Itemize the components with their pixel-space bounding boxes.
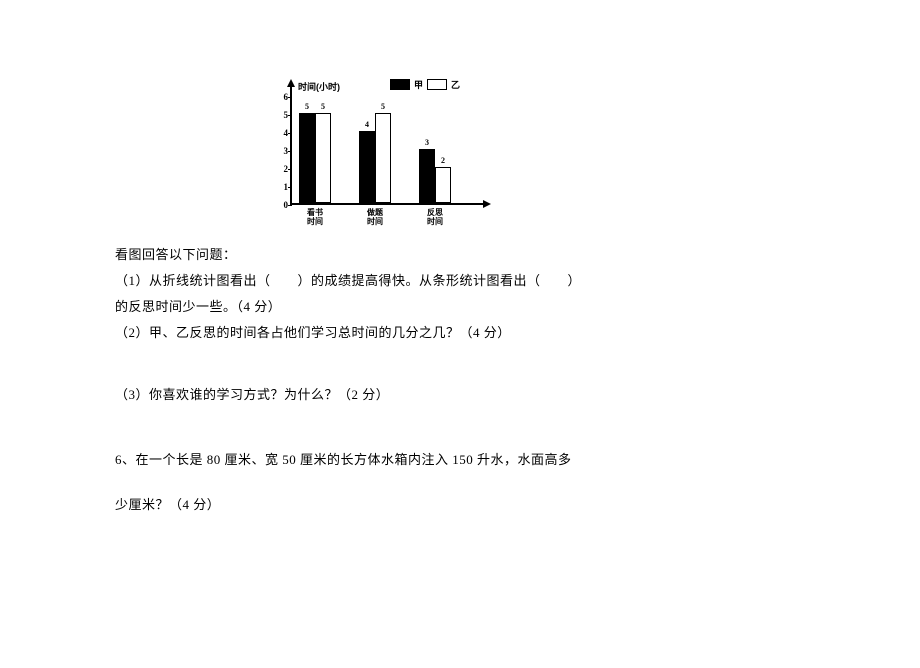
bar-value-label: 5 xyxy=(305,102,309,111)
bar-jia xyxy=(299,113,315,203)
y-tick-label: 2 xyxy=(280,164,288,174)
y-axis-title: 时间(小时) xyxy=(298,80,340,93)
legend-label-yi: 乙 xyxy=(451,78,460,91)
bar-value-label: 2 xyxy=(441,156,445,165)
y-tick-label: 4 xyxy=(280,128,288,138)
bar-yi xyxy=(315,113,331,203)
question-6-line1: 6、在一个长是 80 厘米、宽 50 厘米的长方体水箱内注入 150 升水，水面… xyxy=(115,445,572,475)
legend-swatch-jia xyxy=(390,79,410,90)
legend-label-jia: 甲 xyxy=(414,78,423,91)
x-category-label: 看书时间 xyxy=(295,209,335,227)
bar-value-label: 5 xyxy=(381,102,385,111)
question-3: （3）你喜欢谁的学习方式？为什么？（2 分） xyxy=(115,380,389,410)
bar-value-label: 5 xyxy=(321,102,325,111)
y-tick-label: 6 xyxy=(280,92,288,102)
x-category-label: 做题时间 xyxy=(355,209,395,227)
bar-jia xyxy=(359,131,375,203)
bar-value-label: 3 xyxy=(425,138,429,147)
y-tick-label: 5 xyxy=(280,110,288,120)
bar-jia xyxy=(419,149,435,203)
y-tick-label: 1 xyxy=(280,182,288,192)
bar-value-label: 4 xyxy=(365,120,369,129)
x-category-label: 反思时间 xyxy=(415,209,455,227)
question-6-line2: 少厘米？（4 分） xyxy=(115,490,220,520)
chart-legend: 甲 乙 xyxy=(390,78,460,91)
bar-yi xyxy=(375,113,391,203)
bar-yi xyxy=(435,167,451,203)
bar-chart: 时间(小时) 0 1 2 3 4 5 6 甲 乙 5 5 看书时间 4 5 做题时间 3 2 反思时间 xyxy=(260,70,490,230)
question-2: （2）甲、乙反思的时间各占他们学习总时间的几分之几？（4 分） xyxy=(115,318,511,348)
y-tick-label: 0 xyxy=(280,200,288,210)
y-tick-label: 3 xyxy=(280,146,288,156)
legend-swatch-yi xyxy=(427,79,447,90)
